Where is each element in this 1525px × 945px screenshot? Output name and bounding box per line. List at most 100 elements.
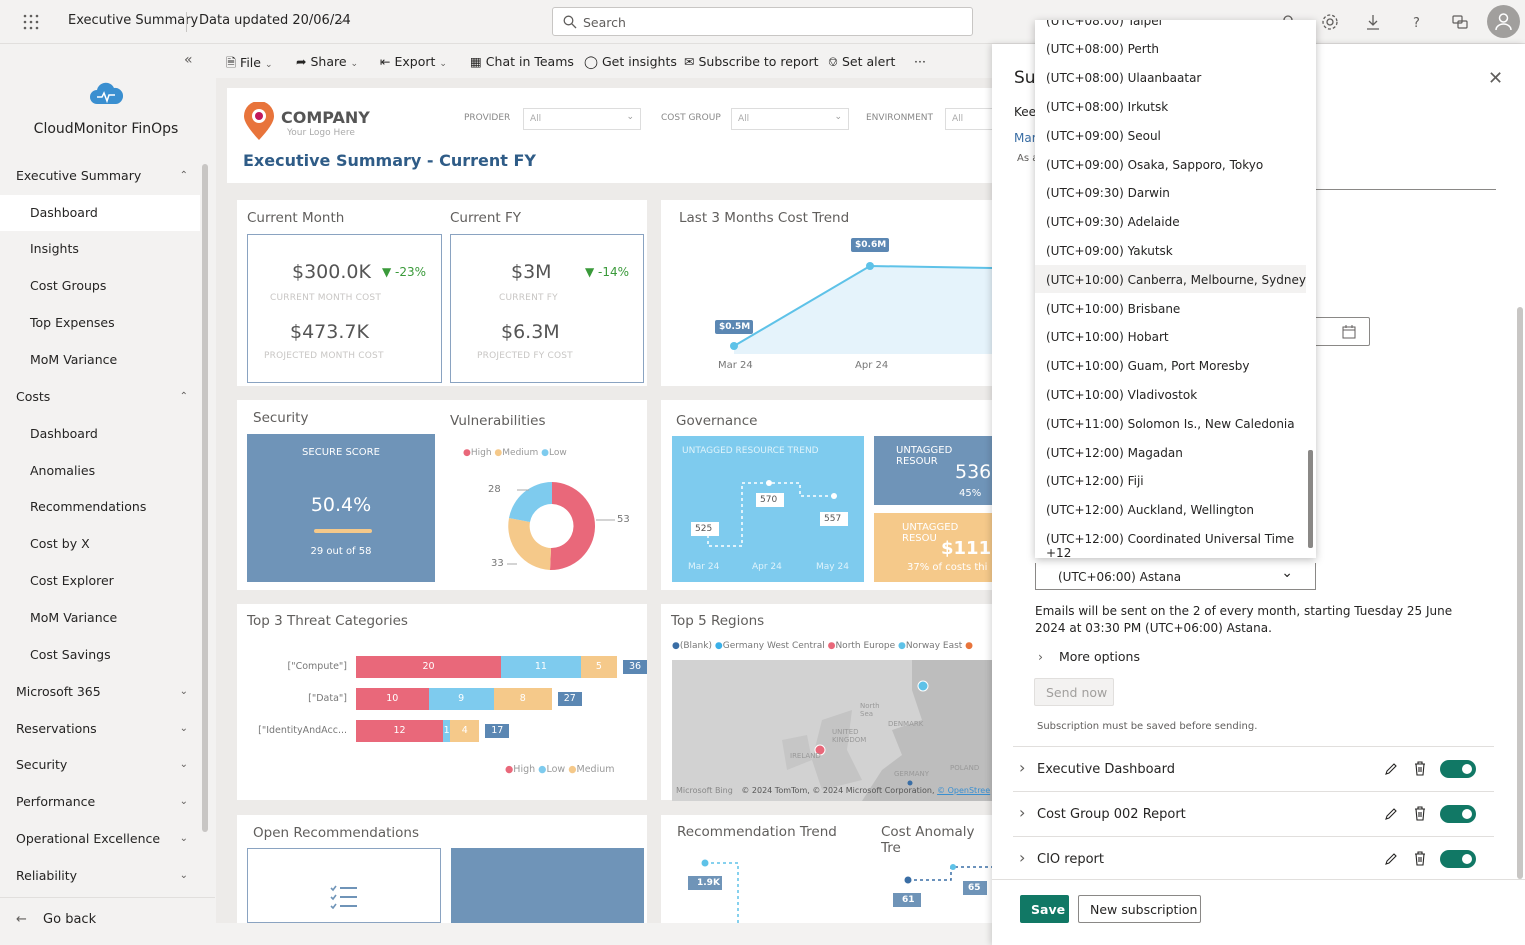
new-subscription-button[interactable]: New subscription [1078,895,1201,923]
timezone-dropdown-list[interactable]: (UTC+08:00) Taipei (UTC+08:00) Perth (UTC+… [1035,20,1316,558]
timezone-option[interactable]: (UTC+09:30) Darwin [1046,186,1170,201]
sidebar-item[interactable]: Executive Summary ⌃ [0,158,200,194]
settings-gear-icon[interactable] [1320,12,1340,32]
timezone-option[interactable]: (UTC+09:00) Seoul [1046,128,1161,143]
chevron-down-icon[interactable]: ⌄ [337,13,347,26]
sidebar-item[interactable]: Recommendations [0,489,200,525]
app-launcher-icon[interactable] [22,13,40,31]
timezone-option[interactable]: (UTC+10:00) Brisbane [1046,301,1181,316]
cost-trend-point[interactable] [866,262,874,270]
untagged-count-tile[interactable]: UNTAGGED RESOUR 536 45% [874,436,992,505]
threat-bar-medium[interactable]: 8 [493,688,552,710]
sidebar-item[interactable]: Cost by X [0,526,200,562]
user-avatar[interactable] [1487,5,1520,38]
timezone-option[interactable]: (UTC+11:00) Solomon Is., New Caledonia [1046,416,1295,431]
share-menu[interactable]: ➦ Share ⌄ [296,54,359,69]
send-now-button[interactable]: Send now [1034,678,1114,706]
cost-trend-card[interactable]: Last 3 Months Cost Trend $0.5M $0.6M Mar… [661,200,992,386]
untagged-trend-point[interactable] [766,480,772,486]
chevron-down-icon[interactable]: ⌄ [179,686,188,697]
sidebar-item[interactable]: Performance ⌄ [0,784,200,820]
timezone-option[interactable]: (UTC+12:00) Magadan [1046,445,1183,460]
threat-bar-medium[interactable]: 5 [580,656,617,678]
sidebar-item[interactable]: Dashboard [0,195,200,231]
subscribe-button[interactable]: ✉ Subscribe to report [684,54,819,69]
threat-bar-low[interactable]: 1 [443,720,451,742]
donut-slice-medium[interactable] [508,518,551,570]
anomaly-trend-point[interactable] [950,864,956,870]
map-bubble[interactable] [907,780,913,786]
threat-bar-high[interactable]: 10 [356,688,429,710]
manage-link[interactable]: Mar [1014,131,1037,145]
more-actions-button[interactable]: ··· [914,54,926,69]
search-box[interactable]: Search [552,7,973,36]
subscription-enabled-toggle[interactable] [1440,805,1476,823]
current-month-kpi[interactable]: $300.0K ▼ -23% CURRENT MONTH COST $473.7… [247,234,442,383]
open-recs-tile-blue[interactable] [451,848,644,923]
feedback-icon[interactable] [1450,12,1470,32]
attribution-link[interactable]: © OpenStree [937,786,991,795]
timezone-option[interactable]: (UTC+12:00) Auckland, Wellington [1046,503,1254,518]
secure-score-tile[interactable]: SECURE SCORE 50.4% 29 out of 58 [247,434,435,582]
sidebar-scrollbar[interactable] [202,164,208,832]
untagged-cost-tile[interactable]: UNTAGGED RESOU $111.1 37% of costs thi [874,513,1010,582]
sidebar-item[interactable]: Dashboard [0,416,200,452]
chevron-down-icon[interactable]: ⌄ [179,759,188,770]
sidebar-item[interactable]: Top Expenses [0,305,200,341]
chevron-right-icon[interactable]: › [1019,758,1026,777]
chat-in-teams-button[interactable]: ▦ Chat in Teams [470,54,574,69]
chevron-right-icon[interactable]: › [1019,848,1026,867]
panel-close-icon[interactable]: ✕ [1488,68,1504,89]
timezone-option[interactable]: (UTC+08:00) Perth [1046,42,1160,57]
edit-pencil-icon[interactable] [1384,852,1398,866]
timezone-option[interactable]: (UTC+10:00) Hobart [1046,330,1169,345]
open-recs-tile[interactable] [247,848,441,923]
threat-bar-high[interactable]: 20 [356,656,501,678]
subscription-row[interactable]: › CIO report [1013,836,1494,881]
edit-pencil-icon[interactable] [1384,762,1398,776]
regions-map[interactable]: North Sea DENMARK UNITED KINGDOM IRELAND… [672,660,992,801]
panel-scrollbar[interactable] [1517,307,1523,879]
sidebar-item[interactable]: Cost Savings [0,637,200,673]
timezone-option[interactable]: (UTC+10:00) Vladivostok [1046,387,1198,402]
map-bubble[interactable] [917,680,929,692]
save-button[interactable]: Save [1020,895,1069,923]
threat-bar-high[interactable]: 12 [356,720,443,742]
anomaly-trend-point[interactable] [904,876,912,884]
timezone-option[interactable]: (UTC+09:00) Yakutsk [1046,243,1173,258]
subscription-enabled-toggle[interactable] [1440,760,1476,778]
provider-filter[interactable]: All ⌄ [523,108,641,130]
delete-trash-icon[interactable] [1413,851,1427,866]
more-options-toggle[interactable]: › More options [1038,649,1140,664]
sidebar-item[interactable]: Security ⌄ [0,747,200,783]
untagged-trend-point[interactable] [831,493,837,499]
timezone-select[interactable]: (UTC+06:00) Astana ⌄ [1035,563,1316,590]
collapse-sidebar-icon[interactable]: « [184,52,193,68]
chevron-down-icon[interactable]: ⌄ [179,796,188,807]
dropdown-scrollbar[interactable] [1308,450,1313,548]
subscription-enabled-toggle[interactable] [1440,850,1476,868]
subscription-row[interactable]: › Cost Group 002 Report [1013,791,1494,836]
download-icon[interactable] [1363,12,1383,32]
canvas-bottom-scrollbar[interactable] [216,923,992,945]
set-alert-button[interactable]: ⎊ Set alert [828,54,895,70]
chevron-up-icon[interactable]: ⌃ [179,391,188,402]
get-insights-button[interactable]: ◯ Get insights [584,54,677,69]
sidebar-item[interactable]: MoM Variance [0,600,200,636]
sidebar-item[interactable]: Anomalies [0,453,200,489]
timezone-option[interactable]: (UTC+09:30) Adelaide [1046,215,1180,230]
help-icon[interactable]: ? [1406,12,1426,32]
timezone-option[interactable]: (UTC+09:00) Osaka, Sapporo, Tokyo [1046,157,1264,172]
vulnerabilities-donut[interactable] [497,480,637,590]
donut-slice-low[interactable] [509,482,552,522]
threat-bar-low[interactable]: 11 [501,656,581,678]
chevron-down-icon[interactable]: ⌄ [179,833,188,844]
delete-trash-icon[interactable] [1413,761,1427,776]
cost-trend-point[interactable] [730,342,738,350]
sidebar-item[interactable]: Reservations ⌄ [0,711,200,747]
threat-bar-medium[interactable]: 4 [450,720,480,742]
timezone-option[interactable]: (UTC+10:00) Guam, Port Moresby [1046,359,1250,374]
subscription-row[interactable]: › Executive Dashboard [1013,746,1494,791]
untagged-trend-tile[interactable]: UNTAGGED RESOURCE TREND 525 570 557 Mar … [672,436,864,582]
file-menu[interactable]: 🗎 File ⌄ [226,55,273,70]
